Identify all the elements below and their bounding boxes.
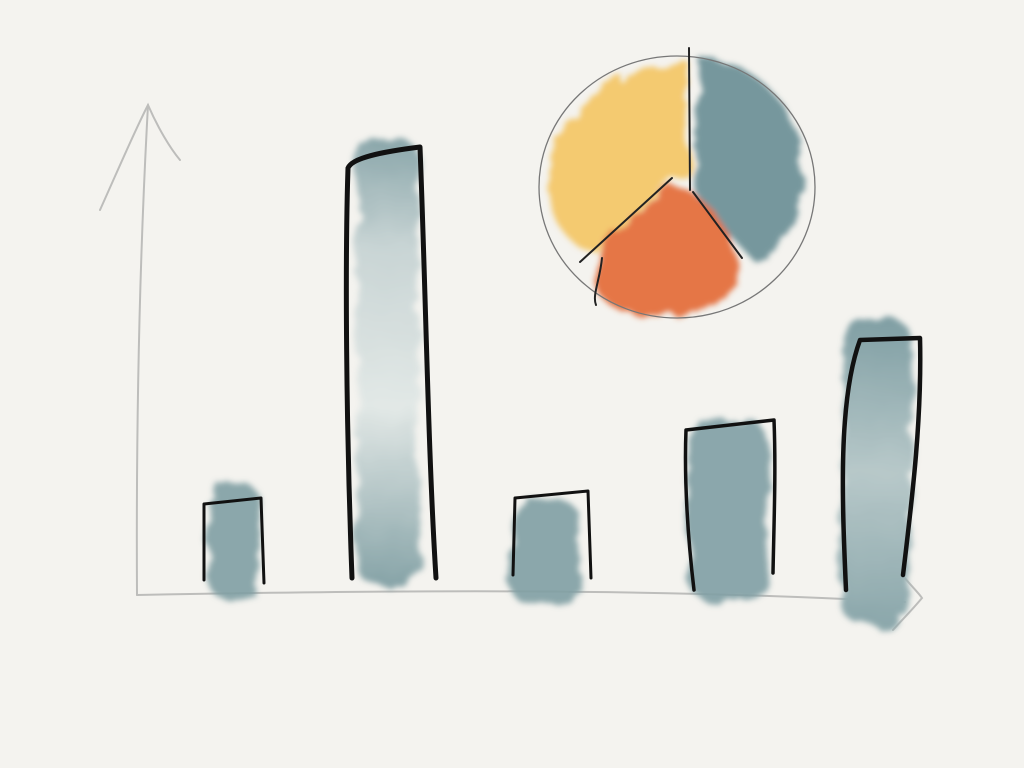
bar-wash <box>842 318 912 626</box>
bar-outline <box>840 335 923 593</box>
bar-wash <box>510 500 580 605</box>
pie-wash <box>549 61 688 253</box>
bar-outline <box>202 496 266 585</box>
pie-divider <box>579 177 673 263</box>
y-axis <box>135 104 149 596</box>
pie-wash <box>594 185 739 316</box>
bar-wash <box>210 482 258 600</box>
bar-outline <box>343 144 439 581</box>
bar-outline <box>683 418 777 592</box>
pie-divider <box>692 191 743 259</box>
pie-dividers <box>579 47 743 306</box>
bar-wash <box>688 420 768 600</box>
bar-outlines <box>202 144 923 593</box>
bar-washes <box>210 138 912 626</box>
pie-divider <box>688 47 691 191</box>
pie-outline <box>538 55 816 319</box>
pie-washes <box>549 58 802 316</box>
pie-sketch <box>538 47 816 319</box>
pie-divider <box>593 257 603 306</box>
y-arrow <box>99 102 181 211</box>
bar-outline <box>511 489 593 580</box>
pie-wash <box>693 58 802 262</box>
bar-wash <box>357 138 419 586</box>
